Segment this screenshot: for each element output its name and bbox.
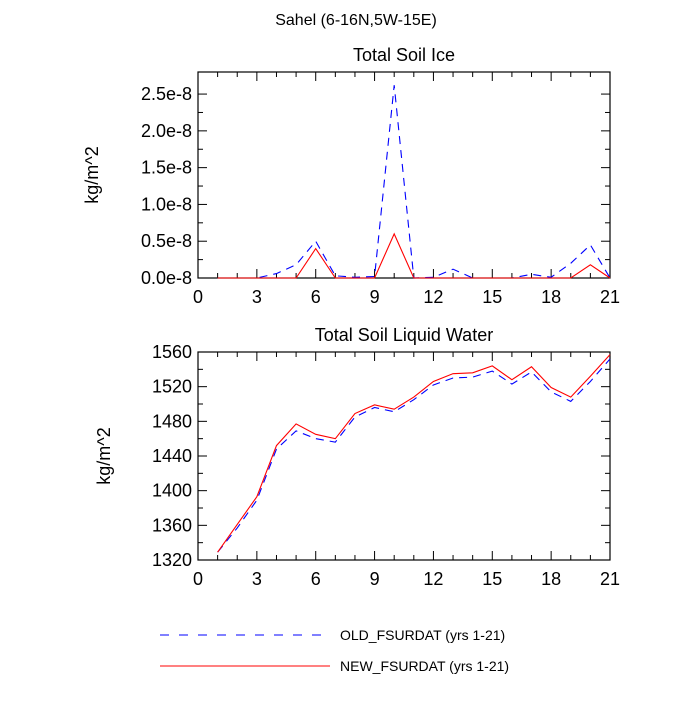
series-line-new-fsurdat — [217, 232, 611, 279]
legend-label: NEW_FSURDAT (yrs 1-21) — [340, 658, 509, 674]
plot-frame — [197, 71, 611, 279]
y-axis-label: kg/m^2 — [94, 427, 114, 484]
y-tick-label: 1440 — [152, 446, 192, 466]
y-tick-label: 1480 — [152, 411, 192, 431]
y-tick-label: 0.0e-8 — [141, 268, 192, 288]
x-tick-label: 15 — [482, 569, 502, 589]
y-tick-label: 2.0e-8 — [141, 121, 192, 141]
x-tick-label: 9 — [370, 287, 380, 307]
chart-panels: Total Soil Ice 0 3 6 9 12 15 18 21 0.0e-8 0.5e-8 1.… — [82, 45, 620, 589]
x-tick-label: 12 — [423, 569, 443, 589]
panel-title: Total Soil Liquid Water — [315, 325, 493, 345]
x-tick-label: 12 — [423, 287, 443, 307]
x-tick-label: 21 — [600, 287, 620, 307]
legend-label: OLD_FSURDAT (yrs 1-21) — [340, 627, 505, 643]
x-tick-label: 15 — [482, 287, 502, 307]
x-tick-label: 9 — [370, 569, 380, 589]
chart-panel-1: Total Soil Liquid Water 0 3 6 9 12 15 18 21 1320 1… — [94, 325, 620, 589]
y-tick-label: 1560 — [152, 342, 192, 362]
chart-panel-0: Total Soil Ice 0 3 6 9 12 15 18 21 0.0e-8 0.5e-8 1.… — [82, 45, 620, 307]
series-line-old-fsurdat — [217, 358, 611, 553]
y-tick-label: 1520 — [152, 377, 192, 397]
x-tick-label: 18 — [541, 569, 561, 589]
plot-frame — [197, 351, 611, 561]
y-tick-label: 1320 — [152, 550, 192, 570]
y-tick-label: 1.5e-8 — [141, 158, 192, 178]
legend: OLD_FSURDAT (yrs 1-21) NEW_FSURDAT (yrs 1… — [160, 627, 509, 674]
y-tick-label: 0.5e-8 — [141, 231, 192, 251]
x-tick-label: 0 — [193, 287, 203, 307]
x-tick-label: 6 — [311, 569, 321, 589]
y-tick-label: 1400 — [152, 481, 192, 501]
y-tick-label: 1.0e-8 — [141, 194, 192, 214]
series-line-new-fsurdat — [217, 354, 611, 553]
x-tick-label: 6 — [311, 287, 321, 307]
y-tick-label: 1360 — [152, 515, 192, 535]
y-tick-label: 2.5e-8 — [141, 84, 192, 104]
figure-title: Sahel (6-16N,5W-15E) — [275, 12, 437, 29]
panel-title: Total Soil Ice — [353, 45, 455, 65]
x-tick-label: 18 — [541, 287, 561, 307]
x-tick-label: 21 — [600, 569, 620, 589]
x-tick-label: 3 — [252, 569, 262, 589]
x-tick-label: 0 — [193, 569, 203, 589]
x-tick-label: 3 — [252, 287, 262, 307]
series-line-old-fsurdat — [217, 85, 611, 279]
y-axis-label: kg/m^2 — [82, 146, 102, 203]
